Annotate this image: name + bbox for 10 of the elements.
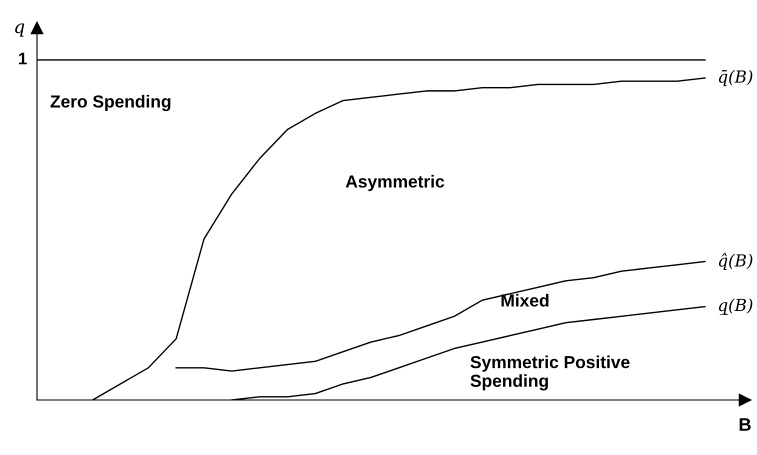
ref-line-label: 1 [19,52,27,64]
annotation: Asymmetric [346,174,444,192]
series-label: q̂(B) [718,253,752,270]
annotation: Zero Spending [50,94,170,112]
series-label: q̲(B) [718,298,752,315]
annotation: Mixed [502,294,548,307]
y-axis-title: q [15,23,24,37]
annotation: Symmetric Positive Spending [470,356,630,390]
x-axis-title: B [740,418,751,431]
series-label: q̄(B) [718,70,752,86]
